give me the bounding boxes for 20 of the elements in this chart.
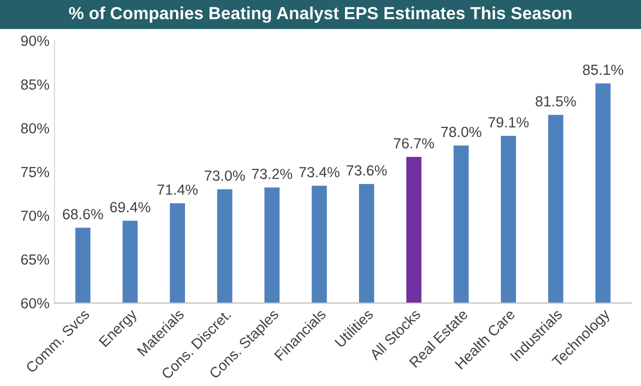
chart-title: % of Companies Beating Analyst EPS Estimates This Season bbox=[68, 6, 572, 23]
y-tick-label: 60% bbox=[21, 298, 50, 308]
data-label: 73.0% bbox=[204, 170, 245, 181]
data-label: 81.5% bbox=[536, 96, 576, 106]
y-tick-label: 80% bbox=[21, 123, 50, 134]
y-tick-label: 65% bbox=[21, 254, 50, 265]
data-label: 79.1% bbox=[488, 117, 529, 128]
data-label: 69.4% bbox=[110, 202, 150, 212]
y-tick-label: 70% bbox=[21, 210, 50, 221]
data-label: 78.0% bbox=[441, 126, 482, 138]
y-tick-label: 90% bbox=[21, 36, 50, 46]
y-tick-label: 85% bbox=[21, 79, 50, 90]
data-label: 73.6% bbox=[346, 165, 387, 176]
data-label: 73.2% bbox=[252, 168, 292, 180]
data-label: 85.1% bbox=[582, 64, 624, 75]
data-label: 68.6% bbox=[62, 209, 104, 220]
y-tick-label: 75% bbox=[21, 166, 50, 178]
data-label: 76.7% bbox=[394, 138, 434, 148]
data-label: 71.4% bbox=[158, 184, 198, 195]
data-label: 73.4% bbox=[299, 167, 340, 178]
